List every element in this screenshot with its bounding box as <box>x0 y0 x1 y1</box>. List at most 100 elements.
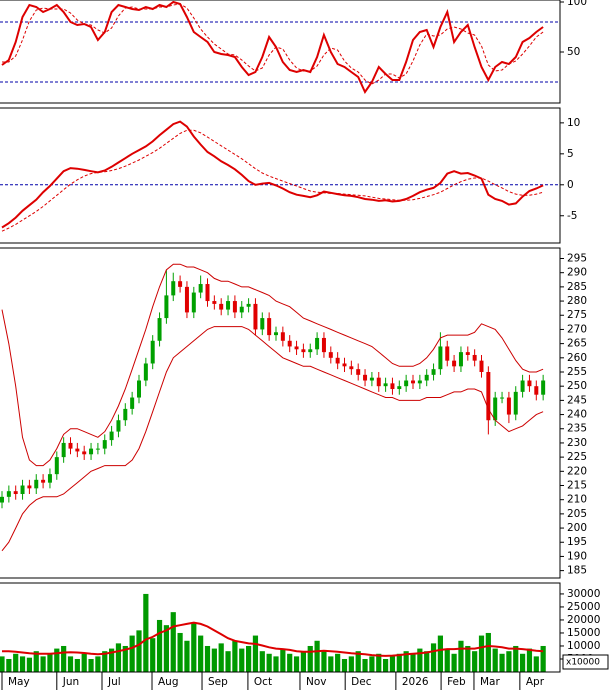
candle-body <box>287 340 292 347</box>
indicator-line <box>1 263 544 467</box>
candle-body <box>321 337 326 353</box>
y-tick-label: 190 <box>567 550 587 562</box>
candle-body <box>383 383 388 387</box>
y-tick-label: 265 <box>567 338 587 350</box>
candle-body <box>260 318 265 330</box>
volume-bar <box>328 656 334 672</box>
y-tick-label: 185 <box>567 565 587 577</box>
candle-body <box>54 457 59 475</box>
volume-bar <box>88 658 94 672</box>
unit-box <box>562 654 609 670</box>
y-tick-label: 210 <box>567 494 587 506</box>
x-tick-label: Nov <box>306 676 327 688</box>
y-tick-label: 250 <box>567 380 587 392</box>
volume-bar <box>150 638 156 672</box>
candle-body <box>280 332 285 341</box>
y-tick-label: 195 <box>567 536 587 548</box>
volume-bar <box>321 651 327 672</box>
volume-bar <box>266 653 272 672</box>
volume-bar <box>218 643 224 672</box>
candle-body <box>212 301 217 304</box>
candle-body <box>493 397 498 421</box>
candle-body <box>335 357 340 364</box>
volume-bar <box>156 619 163 672</box>
volume-bar <box>19 656 26 672</box>
candle-body <box>363 374 368 381</box>
volume-bar <box>61 645 67 672</box>
y-tick-label: 205 <box>567 508 587 520</box>
y-tick-label: 15000 <box>567 627 600 639</box>
candle-body <box>123 408 128 421</box>
volume-bar <box>204 645 211 672</box>
volume-bar <box>403 651 409 672</box>
candle-body <box>116 420 121 432</box>
x-tick-label: May <box>8 676 30 688</box>
y-tick-label: 295 <box>567 252 587 264</box>
y-tick-label: 20000 <box>567 614 600 626</box>
volume-bar <box>198 635 204 672</box>
candle-body <box>315 337 320 350</box>
candle-body <box>232 301 237 313</box>
candle-body <box>34 479 39 489</box>
volume-bar <box>355 651 361 672</box>
candle-body <box>61 442 66 458</box>
y-tick-label: 200 <box>567 522 587 534</box>
volume-bar <box>410 653 416 672</box>
volume-bar <box>95 656 101 672</box>
signal-line <box>2 3 544 85</box>
candle-body <box>369 377 374 381</box>
volume-bar <box>129 635 135 672</box>
volume-bar <box>170 612 176 672</box>
candle-body <box>68 442 73 449</box>
candle-body <box>513 391 518 415</box>
volume-bar <box>499 653 505 672</box>
candle-body <box>534 386 539 395</box>
volume-bar <box>341 658 348 672</box>
volume-bar <box>472 651 478 672</box>
y-tick-label: 270 <box>567 323 587 335</box>
volume-bar <box>115 643 122 672</box>
candle-body <box>6 491 11 497</box>
candle-body <box>82 451 87 455</box>
y-tick-label: 235 <box>567 423 587 435</box>
volume-bar <box>33 651 39 672</box>
x-tick-label: Jul <box>107 676 121 688</box>
volume-bar <box>102 651 108 672</box>
candle-body <box>390 383 395 390</box>
y-tick-label: 225 <box>567 451 587 463</box>
volume-bar <box>526 648 533 672</box>
volume-bar <box>533 656 539 672</box>
candle-body <box>274 332 278 336</box>
candle-body <box>411 380 415 384</box>
candle-body <box>89 448 94 455</box>
y-tick-label: 215 <box>567 479 587 491</box>
candle-body <box>198 284 203 293</box>
signal-line <box>1 129 544 232</box>
y-tick-label: 290 <box>567 267 587 279</box>
candle-body <box>41 479 46 483</box>
x-tick-label: Apr <box>526 676 545 688</box>
candle-body <box>431 369 436 375</box>
candle-body <box>171 281 176 296</box>
panel-frame <box>0 107 561 244</box>
volume-bar <box>300 651 306 672</box>
volume-bar <box>465 645 471 672</box>
x-tick-label: Oct <box>254 676 272 688</box>
candle-body <box>184 286 189 313</box>
y-tick-label: 255 <box>567 366 587 378</box>
volume-bar <box>0 656 5 672</box>
y-tick-label: 280 <box>567 295 587 307</box>
candle-body <box>219 303 224 310</box>
candle-body <box>109 431 114 441</box>
volume-bar <box>259 651 265 672</box>
candle-body <box>226 301 231 310</box>
indicator-line <box>1 120 544 229</box>
volume-bar <box>362 658 368 672</box>
volume-bar <box>136 630 142 672</box>
candle-body <box>308 349 313 353</box>
y-tick-label: 245 <box>567 394 587 406</box>
volume-bar <box>513 645 519 672</box>
volume-bar <box>506 651 512 672</box>
volume-bar <box>81 653 87 672</box>
